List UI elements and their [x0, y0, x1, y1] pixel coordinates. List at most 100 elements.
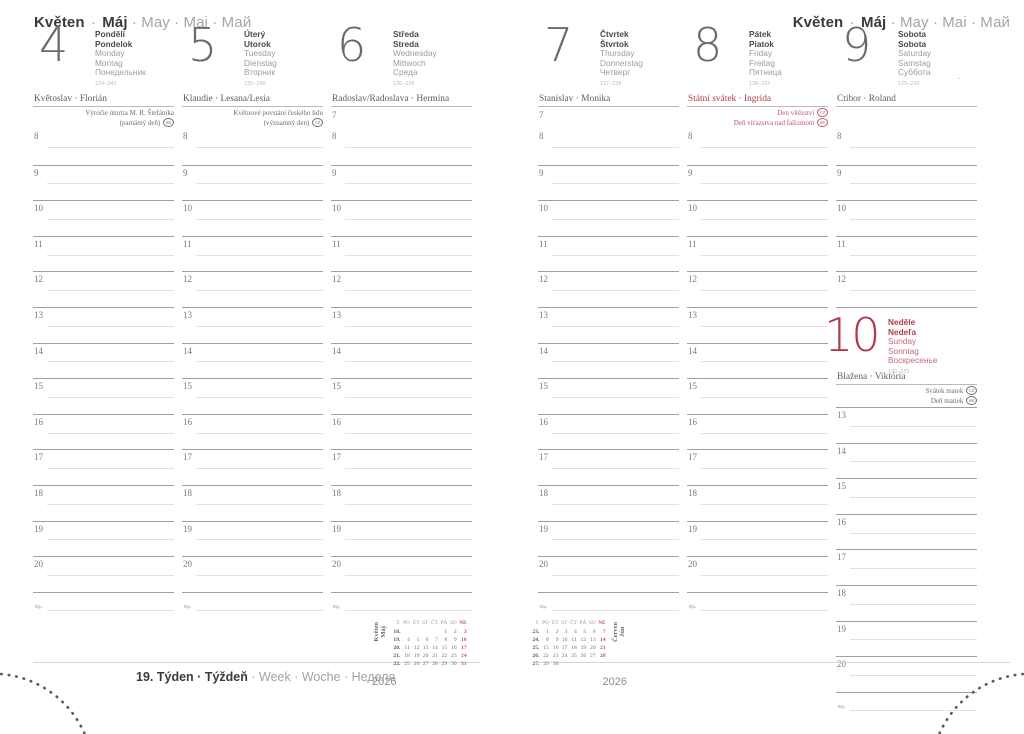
mini-day-cell[interactable]: 23: [552, 653, 559, 660]
hour-row[interactable]: 16: [538, 413, 679, 450]
hour-row[interactable]: 19: [687, 520, 828, 557]
hour-row[interactable]: 9: [836, 164, 977, 201]
hour-row[interactable]: 18: [836, 584, 977, 621]
hour-row[interactable]: 14: [687, 342, 828, 379]
mini-day-cell[interactable]: 14: [432, 644, 438, 651]
mini-day-cell[interactable]: [411, 628, 421, 636]
hour-row[interactable]: 11: [182, 235, 323, 272]
mini-day-cell[interactable]: 3: [463, 628, 467, 635]
hour-row[interactable]: 9: [687, 164, 828, 201]
mini-day-cell[interactable]: 13: [590, 636, 596, 643]
mini-day-cell[interactable]: 11: [404, 644, 410, 651]
hour-row[interactable]: 12: [331, 271, 472, 307]
mini-day-cell[interactable]: 19: [580, 644, 587, 651]
mini-day-cell[interactable]: 21: [432, 653, 438, 660]
hour-row[interactable]: 18: [538, 484, 679, 521]
hour-row[interactable]: 12: [836, 271, 977, 307]
hour-row[interactable]: 12: [33, 271, 174, 307]
mini-day-cell[interactable]: 17: [461, 644, 467, 651]
mini-day-cell[interactable]: [430, 628, 439, 636]
notes-row[interactable]: ✎: [538, 591, 679, 626]
hour-row[interactable]: 14: [182, 342, 323, 379]
mini-day-cell[interactable]: 7: [434, 636, 438, 643]
hour-row[interactable]: 13: [538, 306, 679, 343]
hour-row[interactable]: 8: [687, 129, 828, 165]
hour-row[interactable]: 10: [182, 200, 323, 236]
hour-row[interactable]: 12: [182, 271, 323, 307]
mini-day-cell[interactable]: 6: [425, 636, 429, 643]
notes-row[interactable]: ✎: [687, 591, 828, 626]
hour-row[interactable]: 16: [331, 413, 472, 450]
mini-day-cell[interactable]: 11: [571, 636, 577, 643]
hour-row[interactable]: 13: [182, 306, 323, 343]
hour-row[interactable]: 19: [836, 620, 977, 657]
mini-day-cell[interactable]: 12: [413, 644, 420, 651]
mini-day-cell[interactable]: 2: [555, 628, 559, 635]
mini-day-cell[interactable]: 27: [422, 661, 429, 668]
mini-day-cell[interactable]: 4: [573, 628, 577, 635]
hour-row[interactable]: 11: [538, 235, 679, 272]
mini-day-cell[interactable]: 30: [451, 661, 457, 668]
mini-day-cell[interactable]: 26: [580, 653, 587, 660]
mini-day-cell[interactable]: 10: [461, 636, 467, 643]
mini-day-cell[interactable]: 24: [461, 653, 467, 660]
mini-day-cell[interactable]: [597, 661, 607, 669]
mini-day-cell[interactable]: 30: [552, 661, 559, 668]
hour-row[interactable]: 17: [182, 449, 323, 485]
hour-row[interactable]: 10: [331, 200, 472, 236]
mini-day-cell[interactable]: 7: [602, 628, 606, 635]
mini-day-cell[interactable]: 16: [552, 644, 559, 651]
hour-row[interactable]: 13: [331, 306, 472, 343]
mini-day-cell[interactable]: [578, 661, 587, 669]
mini-day-cell[interactable]: 22: [543, 653, 549, 660]
mini-day-cell[interactable]: 12: [580, 636, 587, 643]
hour-row[interactable]: 14: [538, 342, 679, 379]
hour-row[interactable]: 8: [538, 129, 679, 165]
hour-row[interactable]: 11: [331, 235, 472, 272]
notes-row[interactable]: ✎: [33, 591, 174, 626]
mini-day-cell[interactable]: 18: [404, 653, 410, 660]
mini-day-cell[interactable]: 24: [561, 653, 568, 660]
mini-day-cell[interactable]: 31: [461, 661, 467, 668]
hour-row[interactable]: 10: [836, 200, 977, 236]
hour-row[interactable]: 8: [836, 129, 977, 165]
mini-day-cell[interactable]: 28: [600, 653, 606, 660]
mini-day-cell[interactable]: [588, 661, 597, 669]
hour-row[interactable]: 18: [33, 484, 174, 521]
hour-row[interactable]: 15: [33, 378, 174, 414]
hour-row[interactable]: 13: [687, 306, 828, 343]
hour-row[interactable]: 15: [331, 378, 472, 414]
hour-row[interactable]: 19: [182, 520, 323, 557]
mini-day-cell[interactable]: 9: [453, 636, 457, 643]
mini-day-cell[interactable]: 22: [441, 653, 448, 660]
mini-day-cell[interactable]: [421, 628, 430, 636]
mini-day-cell[interactable]: 19: [413, 653, 420, 660]
mini-day-cell[interactable]: 21: [600, 644, 606, 651]
hour-row[interactable]: 14: [33, 342, 174, 379]
mini-day-cell[interactable]: 1: [546, 628, 549, 635]
hour-row[interactable]: 15: [836, 478, 977, 514]
mini-day-cell[interactable]: 16: [451, 644, 457, 651]
hour-row[interactable]: 19: [33, 520, 174, 557]
mini-day-cell[interactable]: 20: [422, 653, 429, 660]
mini-day-cell[interactable]: 26: [413, 661, 420, 668]
hour-row[interactable]: 12: [538, 271, 679, 307]
hour-row[interactable]: 8: [182, 129, 323, 165]
hour-row[interactable]: 18: [331, 484, 472, 521]
hour-row[interactable]: 8: [33, 129, 174, 165]
mini-day-cell[interactable]: [402, 628, 411, 636]
hour-row[interactable]: 18: [687, 484, 828, 521]
mini-day-cell[interactable]: 6: [592, 628, 596, 635]
hour-row[interactable]: 17: [331, 449, 472, 485]
hour-row[interactable]: 20: [33, 556, 174, 592]
mini-day-cell[interactable]: [569, 661, 578, 669]
hour-row[interactable]: 20: [331, 556, 472, 592]
mini-day-cell[interactable]: 25: [571, 653, 577, 660]
hour-row[interactable]: 11: [836, 235, 977, 272]
mini-day-cell[interactable]: 10: [561, 636, 568, 643]
mini-day-cell[interactable]: 3: [564, 628, 568, 635]
mini-day-cell[interactable]: 2: [453, 628, 457, 635]
hour-row[interactable]: 10: [538, 200, 679, 236]
mini-day-cell[interactable]: 14: [600, 636, 606, 643]
hour-row[interactable]: 19: [331, 520, 472, 557]
